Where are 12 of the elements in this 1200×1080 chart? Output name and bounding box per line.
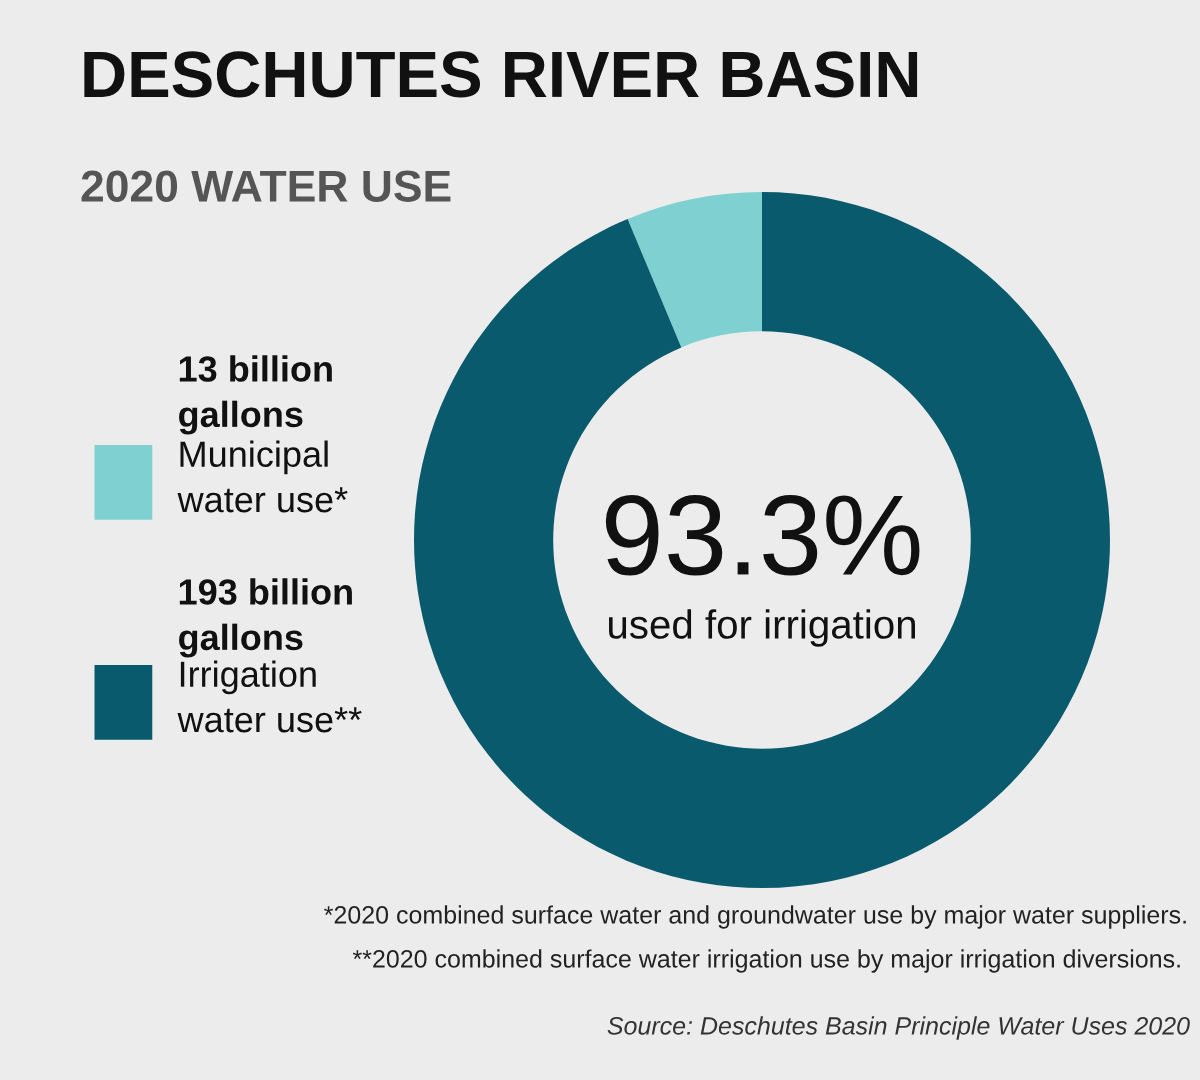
- legend-label: Municipal water use*: [177, 440, 348, 513]
- chart-title: DESCHUTES RIVER BASIN: [84, 51, 918, 98]
- text: 93.3%: [605, 494, 920, 576]
- data-label: 13 billion gallons: [179, 355, 332, 435]
- source-note: Source: Deschutes Basin Principle Water Uses 2020: [607, 1016, 1190, 1040]
- donut-slice: [627, 192, 762, 348]
- text: used for irrigation: [609, 609, 915, 647]
- data-label: 193 billion gallons: [179, 578, 352, 658]
- legend-label: Irrigation water use**: [177, 660, 362, 733]
- chart-subtitle: 2020 WATER USE: [81, 170, 451, 202]
- text: **2020 combined surface water irrigation use by major irrigation diversions.: [352, 949, 1180, 973]
- text: *2020 combined surface water and groundwater use by major water suppliers.: [324, 905, 1186, 929]
